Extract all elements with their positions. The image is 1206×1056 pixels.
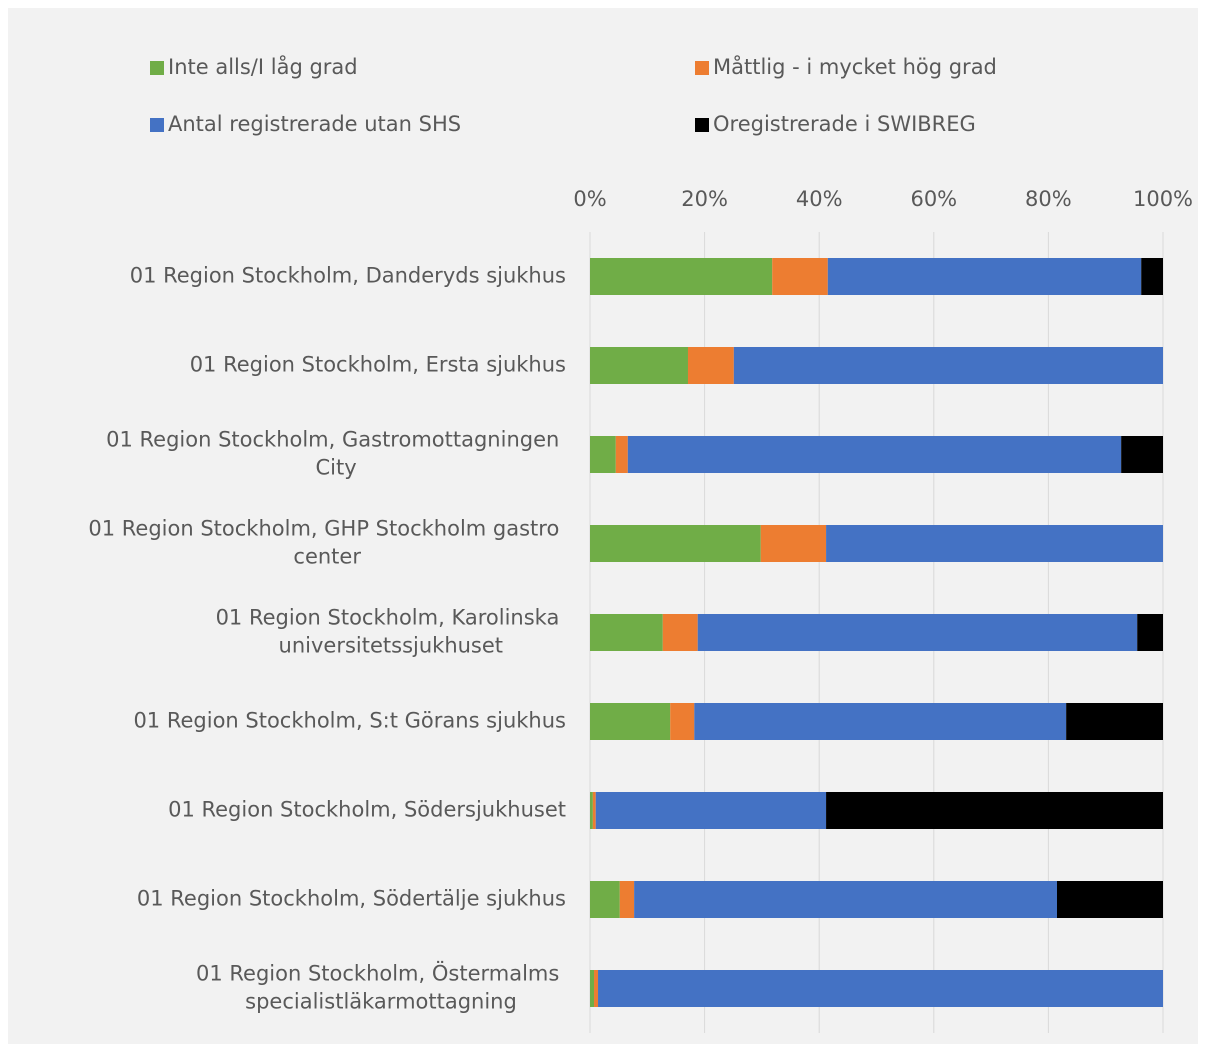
bar-segment	[619, 881, 635, 918]
bar-segment	[627, 436, 1122, 473]
bar-segment	[590, 525, 761, 562]
x-tick-label: 20%	[681, 187, 728, 211]
bar-segment	[670, 703, 695, 740]
category-label: 01 Region Stockholm, Karolinska universi…	[216, 606, 566, 658]
bar-segment	[590, 792, 593, 829]
bar-segment	[598, 970, 1163, 1007]
bar-segment	[590, 881, 620, 918]
bar-segment	[733, 347, 1163, 384]
category-label: 01 Region Stockholm, GHP Stockholm gastr…	[88, 517, 566, 569]
bar-segment	[826, 792, 1163, 829]
category-label: 01 Region Stockholm, Södersjukhuset	[168, 798, 566, 822]
legend-label: Inte alls/I låg grad	[168, 54, 358, 79]
bar-segment	[826, 525, 1163, 562]
category-label: 01 Region Stockholm, Östermalms speciali…	[196, 961, 566, 1014]
category-label: 01 Region Stockholm, Gastromottagningen …	[106, 428, 566, 480]
bar-segment	[594, 970, 599, 1007]
legend-swatch	[695, 118, 709, 132]
bar-segment	[634, 881, 1057, 918]
bar-segment	[590, 970, 595, 1007]
bar-segment	[592, 792, 596, 829]
bar-segment	[615, 436, 628, 473]
category-label: 01 Region Stockholm, Danderyds sjukhus	[130, 264, 566, 288]
x-tick-label: 0%	[573, 187, 606, 211]
x-tick-label: 40%	[796, 187, 843, 211]
bar-segment	[697, 614, 1138, 651]
x-tick-label: 80%	[1025, 187, 1072, 211]
bar-segment	[662, 614, 698, 651]
bar-segment	[590, 436, 616, 473]
category-label: 01 Region Stockholm, S:t Görans sjukhus	[133, 709, 566, 733]
bar-segment	[827, 258, 1142, 295]
bar-segment	[687, 347, 734, 384]
bar-segment	[595, 792, 827, 829]
bar-segment	[590, 703, 671, 740]
legend-label: Måttlig - i mycket hög grad	[713, 54, 997, 79]
bar-segment	[1121, 436, 1163, 473]
x-tick-label: 100%	[1133, 187, 1193, 211]
bar-segment	[772, 258, 828, 295]
bar-segment	[1056, 881, 1163, 918]
bar-segment	[1141, 258, 1163, 295]
legend-label: Antal registrerade utan SHS	[168, 112, 461, 136]
legend-swatch	[695, 61, 709, 75]
legend-swatch	[150, 61, 164, 75]
bar-segment	[1066, 703, 1163, 740]
legend-swatch	[150, 118, 164, 132]
bar-segment	[590, 614, 663, 651]
bar-segment	[760, 525, 827, 562]
x-tick-label: 60%	[910, 187, 957, 211]
bar-segment	[590, 258, 773, 295]
category-label: 01 Region Stockholm, Södertälje sjukhus	[137, 887, 566, 911]
category-label: 01 Region Stockholm, Ersta sjukhus	[190, 353, 566, 377]
bar-segment	[694, 703, 1067, 740]
legend-label: Oregistrerade i SWIBREG	[713, 112, 976, 136]
bar-segment	[1137, 614, 1163, 651]
bar-segment	[590, 347, 688, 384]
